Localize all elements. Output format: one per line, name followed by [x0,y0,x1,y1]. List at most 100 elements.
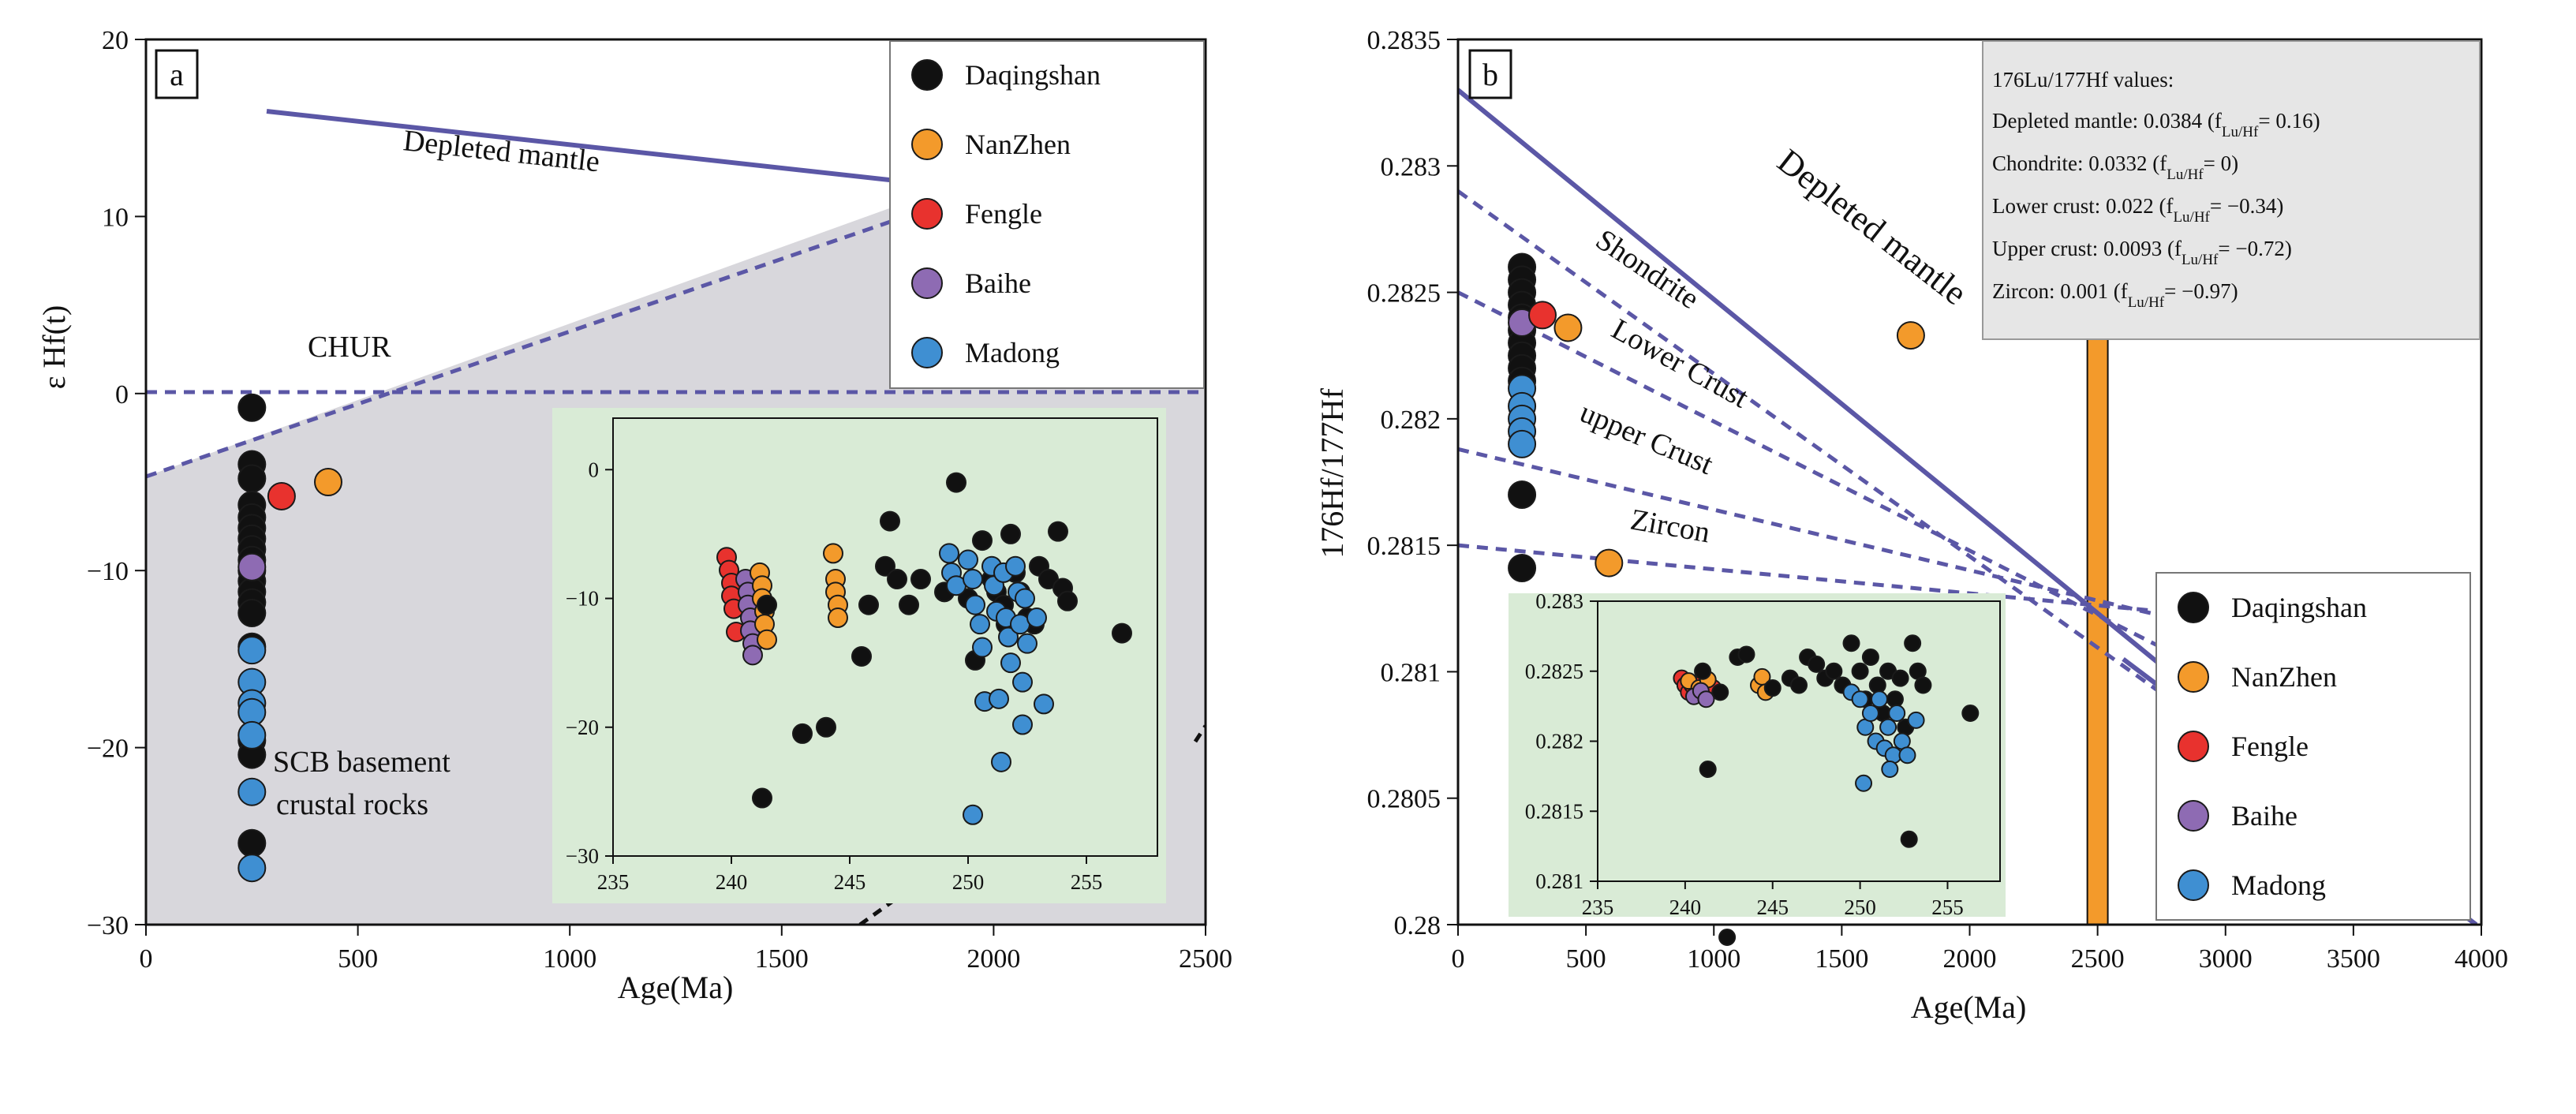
panel-a-xtick-label: 1000 [543,944,596,974]
panel-b-inset-bg [1509,593,2006,917]
panel-b-inset-point-baihe [1697,690,1715,708]
panel-a-legend-label-baihe: Baihe [965,267,1031,299]
panel-b-inset-xtick-label: 255 [1931,895,1964,919]
panel-b-legend-marker-madong [2178,869,2209,901]
panel-b-inset-point-madong [1898,746,1916,764]
panel-b-ylabel: 176Hf/177Hf [1314,388,1350,559]
panel-b-inset-xtick-label: 240 [1669,895,1702,919]
panel-a-legend-entries: Daqingshan NanZhen Fengle Baihe Madong [911,59,1101,368]
panel-b-inset-point-madong [1871,690,1888,708]
panel-b-ytick-label: 0.2805 [1367,785,1441,814]
panel-b-ytick-label: 0.282 [1381,406,1441,435]
panel-b-inset-xtick-label: 235 [1582,895,1614,919]
panel-a-inset-point-madong [1017,633,1038,654]
info-box-rows: Depleted mantle: 0.0384 (fLu/Hf= 0.16) Ch… [1992,109,2320,311]
panel-a-legend-label-madong: Madong [965,337,1060,368]
panel-b-ticks: 0 500 1000 1500 2000 2500 3000 3500 4000 0.28 0.28… [1367,26,2509,974]
panel-a-inset-point-madong [1026,607,1047,629]
panel-a-inset-xtick-label: 235 [597,870,630,894]
lu-hf-info-box: 176Lu/177Hf values: Depleted mantle: 0.0… [1982,40,2481,340]
panel-a-inset-points [716,472,1132,825]
panel-b-xtick-label: 500 [1566,944,1606,974]
panel-b-ytick-label: 0.2815 [1367,532,1441,561]
panel-a-point-daqingshan [237,464,267,493]
panel-a-inset-point-daqingshan [757,594,777,615]
panel-a-point-daqingshan [237,828,267,858]
panel-b-inset-point-daqingshan [1842,634,1860,652]
panel-a-inset-point-daqingshan [887,569,907,590]
panel-b-xtick-label: 2500 [2071,944,2125,974]
panel-a-inset-point-madong [939,543,959,564]
panel-a-ytick-label: −30 [87,911,129,940]
panel-b-inset-point-daqingshan [1763,679,1782,697]
panel-b-inset-ytick-label: 0.281 [1535,869,1583,893]
info-box-row-2: Chondrite: 0.0332 (fLu/Hf= 0) [1992,151,2238,183]
panel-b-xlabel: Age(Ma) [1911,989,2027,1025]
panel-a-point-fengle [267,481,296,510]
panel-a-ytick-label: 20 [102,26,129,55]
panel-a-inset-point-madong [972,637,993,658]
chur-label: CHUR [308,331,391,364]
panel-b-inset-point-daqingshan [1914,676,1932,694]
panel-a-label: a [170,57,184,92]
panel-a-legend-marker-madong [911,337,943,368]
lower-crust-label: Lower Crust [1606,312,1755,415]
panel-a-ytick-label: 0 [115,380,129,409]
panel-a-ytick-label: 10 [102,203,129,232]
panel-a-ytick-label: −20 [87,735,129,764]
panel-b-xtick-label: 1000 [1687,944,1740,974]
panel-b-inset-point-daqingshan [1699,761,1717,778]
panel-b: 0 500 1000 1500 2000 2500 3000 3500 4000 0.28 0.28… [1314,26,2508,1025]
panel-b-inset-point-madong [1879,718,1897,736]
panel-a-xtick-label: 1500 [755,944,809,974]
panel-a-inset-point-daqingshan [851,645,872,667]
panel-a-legend-marker-baihe [911,267,943,299]
panel-a-inset-ytick-label: 0 [589,458,600,481]
panel-a-legend-label-fengle: Fengle [965,198,1042,230]
panel-a-inset-point-madong [1034,693,1054,715]
panel-a-point-nanzhen [313,468,342,496]
panel-b-ytick-label: 0.2825 [1367,279,1441,308]
panel-b-inset: 235 240 245 250 255 0.281 0.2815 0.282 0.2825 0.2… [1509,589,2006,946]
panel-b-xtick-label: 1500 [1815,944,1868,974]
panel-a-inset-xtick-label: 245 [834,870,866,894]
panel-a-inset-point-madong [989,688,1009,709]
panel-b-point-daqingshan [1508,553,1537,582]
panel-b-xtick-label: 2000 [1943,944,1997,974]
panel-b-point-nanzhen [1595,548,1624,578]
panel-a-inset-point-daqingshan [880,510,900,532]
panel-b-inset-point-madong [1907,711,1925,729]
panel-a-ylabel: ε Hf(t) [36,305,72,390]
depleted-mantle-label: Depleted mantle [402,124,601,178]
panel-a-inset-point-madong [963,804,983,825]
panel-a-point-daqingshan [237,599,267,628]
panel-b-inset-point-daqingshan [1825,662,1843,680]
panel-a-inset-point-daqingshan [899,594,919,615]
panel-b-inset-ytick-label: 0.2825 [1525,660,1583,683]
panel-b-line-shondrite [1458,189,2186,712]
panel-a-xtick-label: 2500 [1179,944,1232,974]
info-box-row-5: Zircon: 0.001 (fLu/Hf= −0.97) [1992,279,2238,311]
panel-b-inset-ytick-label: 0.282 [1535,730,1583,753]
panel-b-point-fengle [1528,301,1557,330]
panel-b-inset-point-madong [1851,690,1869,708]
panel-a-inset-point-madong [1012,714,1033,735]
black-dashed-segment-2 [1193,724,1206,743]
panel-a-axes-frame [144,38,1207,926]
shondrite-label: Shondrite [1590,223,1705,316]
panel-b-point-nanzhen [1896,321,1925,350]
panel-a-inset-point-daqingshan [875,555,895,577]
panel-a-legend-marker-daqingshan [911,59,943,91]
panel-b-inset-point-madong [1855,774,1873,792]
panel-b-legend: Daqingshan NanZhen Fengle Baihe Madong [2155,572,2471,921]
panel-b-line-upper-crust [1458,447,2185,623]
panel-a-legend-marker-nanzhen [911,129,943,160]
zircon-label: Zircon [1628,503,1712,550]
panel-b-inset-point-madong [1888,705,1906,722]
panel-a-inset-xtick-label: 240 [716,870,748,894]
panel-b-line-depleted-mantle [1458,88,2186,686]
panel-b-inset-point-daqingshan [1961,705,1980,722]
panel-a-inset-ytick-label: −30 [566,844,599,868]
panel-b-xtick-label: 3500 [2327,944,2380,974]
